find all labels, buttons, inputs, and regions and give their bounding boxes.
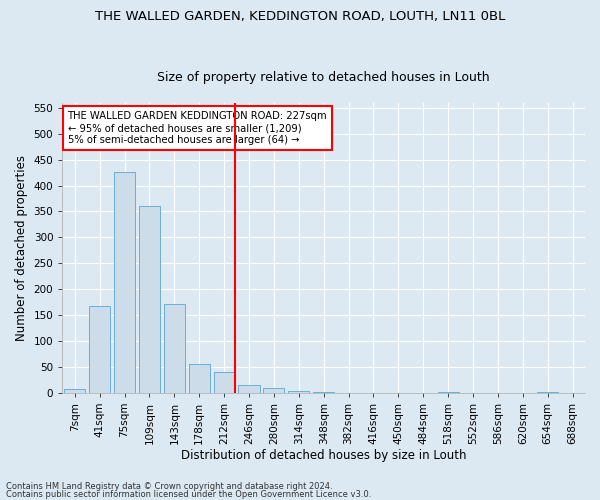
Bar [263,388,284,393]
Bar [164,304,185,393]
Bar [437,392,458,393]
Bar [288,391,310,393]
Bar [64,389,85,393]
Bar [188,364,210,393]
Text: THE WALLED GARDEN KEDDINGTON ROAD: 227sqm
← 95% of detached houses are smaller (: THE WALLED GARDEN KEDDINGTON ROAD: 227sq… [68,112,327,144]
Title: Size of property relative to detached houses in Louth: Size of property relative to detached ho… [157,70,490,84]
X-axis label: Distribution of detached houses by size in Louth: Distribution of detached houses by size … [181,450,466,462]
Y-axis label: Number of detached properties: Number of detached properties [15,155,28,341]
Bar [238,385,260,393]
Bar [114,172,135,393]
Bar [214,372,235,393]
Text: Contains public sector information licensed under the Open Government Licence v3: Contains public sector information licen… [6,490,371,499]
Bar [537,392,558,393]
Bar [139,206,160,393]
Text: THE WALLED GARDEN, KEDDINGTON ROAD, LOUTH, LN11 0BL: THE WALLED GARDEN, KEDDINGTON ROAD, LOUT… [95,10,505,23]
Bar [89,306,110,393]
Bar [313,392,334,393]
Text: Contains HM Land Registry data © Crown copyright and database right 2024.: Contains HM Land Registry data © Crown c… [6,482,332,491]
